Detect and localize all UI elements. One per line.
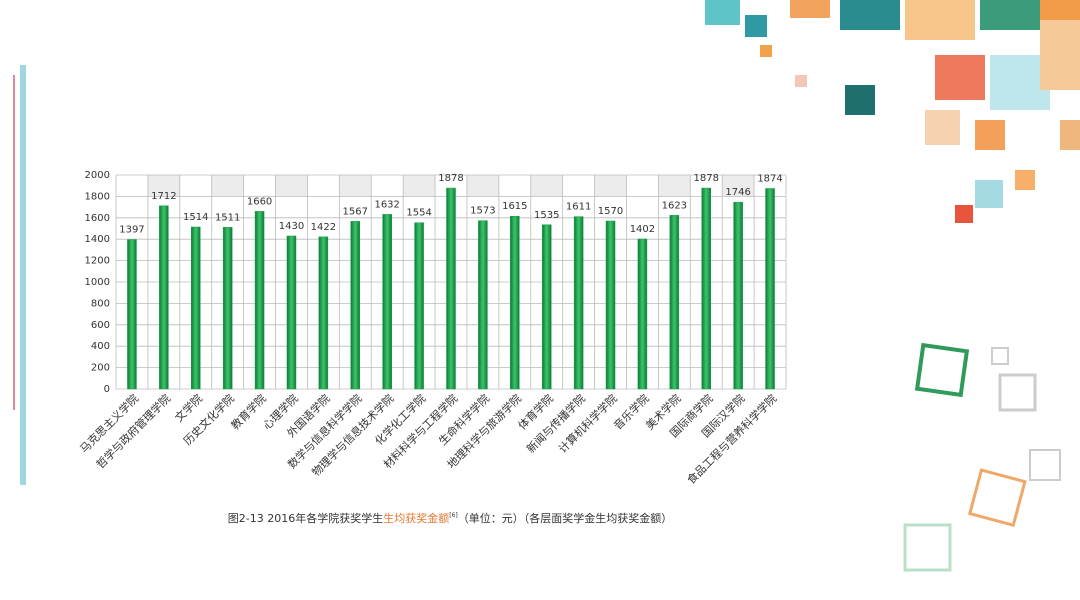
- bar: [254, 211, 265, 390]
- bar: [573, 216, 584, 390]
- y-tick-label: 200: [91, 363, 110, 374]
- column-shade: [466, 175, 499, 196]
- value-label: 1397: [119, 225, 144, 236]
- bar: [159, 205, 169, 390]
- y-tick-label: 400: [91, 341, 110, 352]
- bar: [382, 214, 392, 390]
- column-shade: [658, 175, 691, 196]
- bar: [765, 188, 775, 390]
- y-tick-label: 2000: [85, 170, 110, 181]
- bar: [478, 220, 488, 390]
- y-tick-label: 1400: [85, 234, 110, 245]
- bar: [605, 220, 616, 390]
- column-shade: [275, 175, 308, 196]
- decor-squares: [705, 0, 1080, 223]
- y-tick-label: 800: [91, 298, 110, 309]
- value-label: 1712: [151, 191, 176, 202]
- bar: [733, 201, 743, 390]
- y-tick-label: 1600: [85, 213, 110, 224]
- bar: [286, 235, 297, 390]
- bar: [127, 239, 137, 390]
- value-label: 1514: [183, 212, 208, 223]
- bar: [318, 236, 329, 390]
- accent-bar: [20, 65, 26, 485]
- bar: [510, 215, 520, 390]
- value-label: 1632: [374, 199, 399, 210]
- value-label: 1554: [406, 208, 431, 219]
- bar: [222, 227, 233, 390]
- bar: [541, 224, 552, 390]
- y-tick-label: 1000: [85, 277, 110, 288]
- caption: 图2-13 2016年各学院获奖学生生均获奖金额[6]（单位：元）（各层面奖学金…: [228, 511, 672, 525]
- value-label: 1570: [598, 206, 623, 217]
- bar: [637, 238, 648, 390]
- caption-note: [6]: [449, 512, 458, 519]
- bar: [669, 215, 680, 390]
- value-label: 1573: [470, 206, 495, 217]
- y-tick-label: 1800: [85, 191, 110, 202]
- y-tick-label: 1200: [85, 256, 110, 267]
- value-label: 1878: [438, 173, 463, 184]
- column-shade: [147, 175, 180, 196]
- value-label: 1660: [247, 196, 272, 207]
- caption-prefix: 图2-13 2016年各学院获奖学生: [228, 511, 383, 525]
- value-label: 1535: [534, 210, 559, 221]
- column-shade: [339, 175, 372, 196]
- value-label: 1878: [694, 173, 719, 184]
- value-label: 1623: [662, 200, 687, 211]
- column-shade: [211, 175, 244, 196]
- decor-outlines: [903, 342, 1061, 572]
- value-label: 1430: [279, 221, 304, 232]
- column-shade: [403, 175, 436, 196]
- bar: [446, 187, 456, 390]
- value-label: 1422: [311, 222, 336, 233]
- column-shade: [722, 175, 755, 196]
- bar: [701, 187, 711, 390]
- y-tick-label: 600: [91, 320, 110, 331]
- value-label: 1611: [566, 202, 591, 213]
- value-label: 1746: [725, 187, 750, 198]
- caption-suffix: （单位：元）（各层面奖学金生均获奖金额）: [458, 511, 673, 525]
- value-label: 1874: [757, 173, 782, 184]
- value-label: 1567: [343, 206, 368, 217]
- value-label: 1511: [215, 212, 240, 223]
- value-label: 1615: [502, 201, 527, 212]
- y-tick-label: 0: [104, 384, 110, 395]
- bar: [191, 226, 201, 390]
- bar: [414, 222, 424, 390]
- column-shade: [530, 175, 563, 196]
- caption-highlight: 生均获奖金额: [383, 511, 449, 525]
- column-shade: [594, 175, 627, 196]
- bar: [350, 221, 361, 390]
- value-label: 1402: [630, 224, 655, 235]
